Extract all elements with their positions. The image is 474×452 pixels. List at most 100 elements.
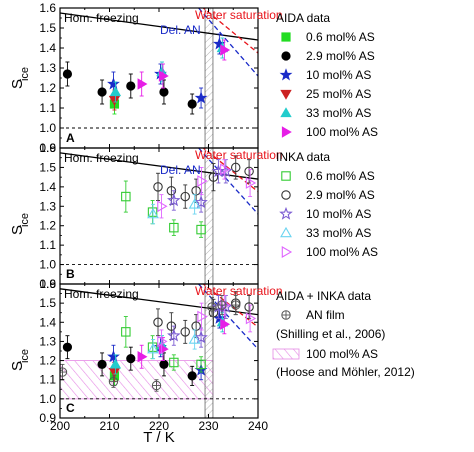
data-point-inka [167, 193, 181, 207]
data-point-inka [157, 335, 168, 348]
x-tick-label: 210 [99, 419, 119, 433]
data-point-inka [153, 317, 163, 328]
y-tick-label: 1.2 [39, 219, 56, 233]
y-tick-label: 1.3 [39, 334, 56, 348]
legend-label: 0.6 mol% AS [306, 169, 375, 183]
y-tick-label: 1.1 [39, 238, 56, 252]
panel-letter: A [66, 131, 75, 145]
y-tick-label: 1.3 [39, 199, 56, 213]
data-point-aida [109, 358, 122, 369]
data-point-aida [194, 91, 208, 104]
data-point-inka [147, 207, 158, 217]
x-axis: 200 210 220 230 240 [50, 419, 268, 433]
y-tick-label: 1.6 [39, 1, 56, 15]
legend-label: 10 mol% AS [306, 207, 371, 221]
panel-b: 0.9 1.0 1.1 1.2 1.3 1.4 1.5 1.6 B Hom. freezing Wa… [39, 141, 283, 291]
del-an-line [198, 284, 258, 350]
legend-label: 25 mol% AS [306, 87, 371, 101]
data-point-inka [121, 327, 131, 337]
water-saturation-label: Water saturation [195, 148, 283, 162]
x-tick-label: 230 [198, 419, 218, 433]
legend-marker [280, 89, 292, 100]
y-tick-label: 0.9 [39, 141, 56, 155]
y-tick-label: 1.1 [39, 373, 56, 387]
data-point-aida [137, 78, 148, 90]
data-point-inka [220, 163, 231, 176]
panel-letter: C [66, 401, 75, 415]
deliquescence-band [204, 148, 214, 284]
water-saturation-label: Water saturation [195, 284, 283, 298]
legend-marker [281, 32, 291, 42]
data-point-inka [194, 330, 208, 344]
legend-label: 100 mol% AS [306, 125, 378, 139]
data-point-inka [244, 166, 254, 177]
data-point-inka [169, 222, 179, 233]
data-point-inka [147, 342, 160, 354]
x-tick-label: 220 [149, 419, 169, 433]
x-axis-label: T / K [143, 429, 174, 446]
data-point-aida [159, 359, 169, 369]
y-axis-label: S ice [9, 213, 31, 235]
panel-c: 0.9 1.0 1.1 1.2 1.3 1.4 1.5 1.6 C Hom. freezing Wa… [39, 277, 283, 425]
y-tick-label: 1.6 [39, 141, 56, 155]
legend-marker [280, 226, 292, 238]
y-axis-label: S ice [9, 349, 31, 371]
data-point-inka [121, 191, 131, 202]
legend-marker [279, 68, 293, 81]
x-tick-label: 200 [50, 419, 70, 433]
legend-marker [281, 190, 291, 200]
legend-label: 33 mol% AS [306, 226, 371, 240]
data-point-aida [220, 44, 231, 56]
water-saturation-line [202, 8, 258, 54]
data-point-inka [244, 302, 254, 312]
legend-title: AIDA data [276, 11, 330, 25]
data-point-aida [97, 87, 107, 97]
legend-label: 0.6 mol% AS [306, 30, 375, 44]
y-tick-label: 1.4 [39, 180, 56, 194]
y-tick-label: 1.6 [39, 277, 56, 291]
data-point-aida [187, 371, 197, 381]
legend-marker [280, 107, 292, 118]
plot-area [60, 8, 258, 148]
y-tick-label: 1.4 [39, 315, 56, 329]
data-point-aida [62, 69, 73, 79]
legend-marker [281, 51, 291, 61]
y-tick-label: 1.5 [39, 160, 56, 174]
legend-title: AIDA + INKA data [276, 289, 371, 303]
legend-hatch-swatch [272, 348, 300, 360]
deliquescence-band [204, 284, 214, 418]
data-point-aida [212, 37, 226, 50]
y-tick-label: 1.3 [39, 61, 56, 75]
del-an-label: Del. AN [160, 23, 201, 37]
legend-combined: AIDA + INKA data AN film (Shilling et al.,… [272, 289, 415, 379]
deliquescence-band [204, 8, 214, 148]
legend-title: INKA data [276, 150, 330, 164]
y-tick-label: 1.2 [39, 354, 56, 368]
panel-a: 0.9 1.0 1.1 1.2 1.3 1.4 1.5 1.6 A Hom. freezing Wa… [39, 1, 282, 155]
data-point-inka [147, 342, 158, 352]
y-axis-label-sub: ice [19, 213, 31, 227]
y-axis-label-sub: ice [19, 349, 31, 363]
y-tick-label: 1.2 [39, 81, 56, 95]
hom-freezing-label: Hom. freezing [64, 11, 139, 25]
data-point-inka [245, 312, 257, 325]
y-axis-label-sub: ice [19, 67, 31, 81]
y-axis-label-main: S [9, 79, 26, 89]
data-point-aida [187, 99, 197, 109]
del-an-line [198, 8, 258, 77]
data-point-inka [147, 207, 160, 219]
y-axis-label: S ice [9, 67, 31, 89]
data-point-aida [220, 318, 231, 330]
legend-sublabel: (Hoose and Möhler, 2012) [276, 365, 415, 379]
data-point-inka [180, 327, 190, 337]
film-hatch-region [60, 360, 214, 400]
data-point-inka [180, 191, 190, 202]
data-point-aida [159, 87, 169, 97]
panel-letter: B [66, 267, 75, 281]
y-axis-label-main: S [9, 361, 26, 371]
legend-inka: INKA data 0.6 mol% AS 2.9 mol% AS 10 mol% A… [276, 150, 378, 259]
data-point-aida [97, 359, 107, 369]
legend-sublabel: (Shilling et al., 2006) [276, 327, 385, 341]
hom-freezing-label: Hom. freezing [64, 287, 139, 301]
